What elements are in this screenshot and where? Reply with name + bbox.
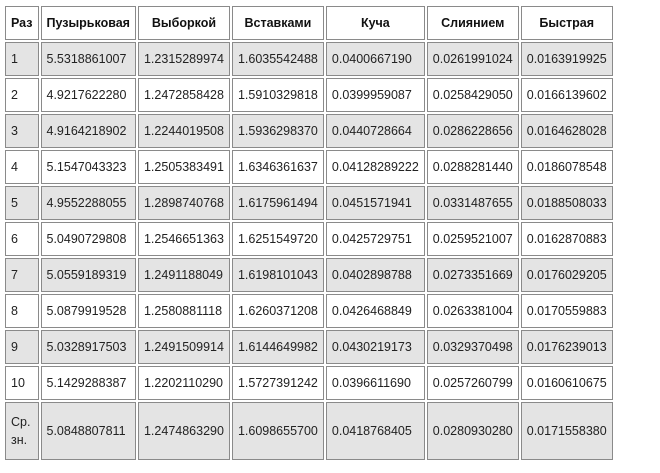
value-cell: 0.0162870883 [520, 222, 613, 256]
value-cell: 0.04128289222 [325, 150, 425, 184]
value-cell: 0.0171558380 [520, 402, 613, 460]
value-cell: 0.0288281440 [426, 150, 519, 184]
value-cell: 1.2505383491 [137, 150, 230, 184]
table-row: 8 5.0879919528 1.2580881118 1.6260371208 0.0… [5, 294, 613, 328]
value-cell: 1.2491509914 [137, 330, 230, 364]
value-cell: 5.0848807811 [40, 402, 136, 460]
value-cell: 4.9164218902 [40, 114, 136, 148]
run-cell: 5 [5, 186, 39, 220]
value-cell: 5.1547043323 [40, 150, 136, 184]
sorting-results-table: Раз Пузырьковая Выборкой Вставками Куча … [3, 4, 615, 462]
header-run: Раз [5, 6, 39, 40]
value-cell: 0.0261991024 [426, 42, 519, 76]
value-cell: 0.0451571941 [325, 186, 425, 220]
table-row: 3 4.9164218902 1.2244019508 1.5936298370 0.0… [5, 114, 613, 148]
value-cell: 0.0396611690 [325, 366, 425, 400]
value-cell: 1.2202110290 [137, 366, 230, 400]
value-cell: 5.1429288387 [40, 366, 136, 400]
table-row: 4 5.1547043323 1.2505383491 1.6346361637 0.0… [5, 150, 613, 184]
value-cell: 4.9217622280 [40, 78, 136, 112]
value-cell: 0.0257260799 [426, 366, 519, 400]
table-row: 6 5.0490729808 1.2546651363 1.6251549720 0.0… [5, 222, 613, 256]
value-cell: 0.0331487655 [426, 186, 519, 220]
header-heap: Куча [325, 6, 425, 40]
value-cell: 0.0263381004 [426, 294, 519, 328]
value-cell: 1.6098655700 [231, 402, 324, 460]
value-cell: 5.5318861007 [40, 42, 136, 76]
value-cell: 0.0160610675 [520, 366, 613, 400]
header-insertion: Вставками [231, 6, 324, 40]
value-cell: 5.0879919528 [40, 294, 136, 328]
run-cell: 3 [5, 114, 39, 148]
table-container: Раз Пузырьковая Выборкой Вставками Куча … [3, 4, 615, 462]
value-cell: 0.0273351669 [426, 258, 519, 292]
value-cell: 5.0559189319 [40, 258, 136, 292]
value-cell: 0.0329370498 [426, 330, 519, 364]
run-cell: 6 [5, 222, 39, 256]
value-cell: 5.0328917503 [40, 330, 136, 364]
value-cell: 0.0425729751 [325, 222, 425, 256]
value-cell: 0.0258429050 [426, 78, 519, 112]
value-cell: 1.2491188049 [137, 258, 230, 292]
value-cell: 0.0188508033 [520, 186, 613, 220]
run-cell: 9 [5, 330, 39, 364]
average-row: Ср. зн. 5.0848807811 1.2474863290 1.6098655… [5, 402, 613, 460]
header-bubble: Пузырьковая [40, 6, 136, 40]
run-cell: 4 [5, 150, 39, 184]
run-cell: 8 [5, 294, 39, 328]
table-row: 7 5.0559189319 1.2491188049 1.6198101043 0.0… [5, 258, 613, 292]
value-cell: 0.0280930280 [426, 402, 519, 460]
value-cell: 0.0170559883 [520, 294, 613, 328]
table-row: 1 5.5318861007 1.2315289974 1.6035542488 0.0… [5, 42, 613, 76]
value-cell: 1.6260371208 [231, 294, 324, 328]
value-cell: 0.0402898788 [325, 258, 425, 292]
value-cell: 1.6144649982 [231, 330, 324, 364]
run-cell: 7 [5, 258, 39, 292]
run-cell: 2 [5, 78, 39, 112]
value-cell: 0.0286228656 [426, 114, 519, 148]
table-body: 1 5.5318861007 1.2315289974 1.6035542488 0.0… [5, 42, 613, 460]
value-cell: 1.5910329818 [231, 78, 324, 112]
value-cell: 1.2546651363 [137, 222, 230, 256]
value-cell: 1.2580881118 [137, 294, 230, 328]
table-row: 9 5.0328917503 1.2491509914 1.6144649982 0.0… [5, 330, 613, 364]
table-row: 5 4.9552288055 1.2898740768 1.6175961494 0.0… [5, 186, 613, 220]
value-cell: 0.0426468849 [325, 294, 425, 328]
value-cell: 0.0166139602 [520, 78, 613, 112]
value-cell: 1.6175961494 [231, 186, 324, 220]
value-cell: 0.0399959087 [325, 78, 425, 112]
run-cell: 10 [5, 366, 39, 400]
value-cell: 0.0400667190 [325, 42, 425, 76]
value-cell: 1.2898740768 [137, 186, 230, 220]
value-cell: 4.9552288055 [40, 186, 136, 220]
value-cell: 0.0430219173 [325, 330, 425, 364]
value-cell: 0.0163919925 [520, 42, 613, 76]
run-cell: 1 [5, 42, 39, 76]
header-selection: Выборкой [137, 6, 230, 40]
header-row: Раз Пузырьковая Выборкой Вставками Куча … [5, 6, 613, 40]
value-cell: 0.0164628028 [520, 114, 613, 148]
value-cell: 1.6346361637 [231, 150, 324, 184]
value-cell: 1.2474863290 [137, 402, 230, 460]
value-cell: 0.0176239013 [520, 330, 613, 364]
header-merge: Слиянием [426, 6, 519, 40]
header-quick: Быстрая [520, 6, 613, 40]
value-cell: 1.5727391242 [231, 366, 324, 400]
value-cell: 5.0490729808 [40, 222, 136, 256]
value-cell: 1.6251549720 [231, 222, 324, 256]
value-cell: 0.0259521007 [426, 222, 519, 256]
value-cell: 1.2244019508 [137, 114, 230, 148]
value-cell: 0.0440728664 [325, 114, 425, 148]
value-cell: 0.0176029205 [520, 258, 613, 292]
value-cell: 0.0186078548 [520, 150, 613, 184]
table-row: 10 5.1429288387 1.2202110290 1.5727391242 0.… [5, 366, 613, 400]
value-cell: 1.6035542488 [231, 42, 324, 76]
value-cell: 1.5936298370 [231, 114, 324, 148]
value-cell: 1.2472858428 [137, 78, 230, 112]
run-cell: Ср. зн. [5, 402, 39, 460]
table-row: 2 4.9217622280 1.2472858428 1.5910329818 0.0… [5, 78, 613, 112]
value-cell: 1.6198101043 [231, 258, 324, 292]
value-cell: 1.2315289974 [137, 42, 230, 76]
value-cell: 0.0418768405 [325, 402, 425, 460]
